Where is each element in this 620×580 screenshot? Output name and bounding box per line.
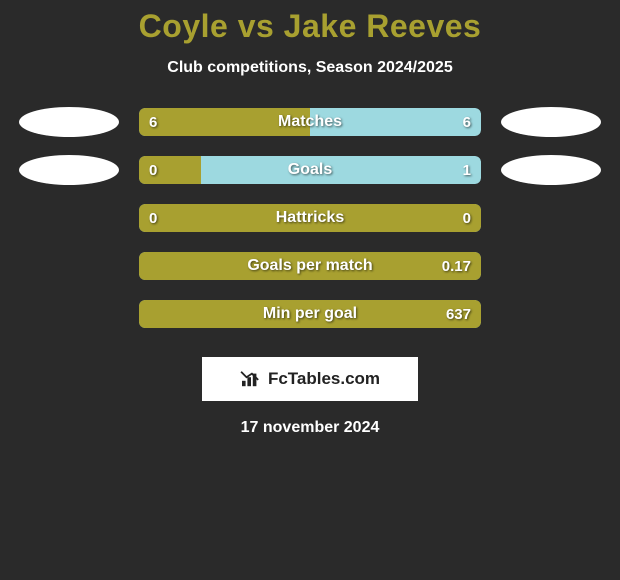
stat-row: Min per goal637: [3, 299, 617, 329]
footer-attribution[interactable]: FcTables.com: [202, 357, 418, 401]
player-marker-right: [501, 107, 601, 137]
spacer: [509, 251, 609, 281]
stat-label: Hattricks: [139, 204, 481, 232]
stat-value-right: 637: [446, 300, 471, 328]
footer-text: FcTables.com: [268, 369, 380, 389]
stat-label: Matches: [139, 108, 481, 136]
stat-row: Matches6 6: [3, 107, 617, 137]
player-marker-left: [19, 107, 119, 137]
subtitle: Club competitions, Season 2024/2025: [167, 59, 452, 77]
comparison-card: Coyle vs Jake Reeves Club competitions, …: [0, 0, 620, 437]
stat-label: Goals: [139, 156, 481, 184]
stat-value-right: 6: [463, 108, 471, 136]
page-title: Coyle vs Jake Reeves: [139, 8, 482, 45]
stat-value-right: 0.17: [442, 252, 471, 280]
stat-value-left: 0: [149, 204, 157, 232]
spacer: [11, 203, 111, 233]
stat-value-left: 0: [149, 156, 157, 184]
stat-row: Hattricks0 0: [3, 203, 617, 233]
date-label: 17 november 2024: [241, 419, 380, 437]
bar-chart-icon: [240, 370, 262, 388]
stat-label: Min per goal: [139, 300, 481, 328]
stat-value-right: 1: [463, 156, 471, 184]
stat-label: Goals per match: [139, 252, 481, 280]
stats-list: Matches66Goals01Hattricks00Goals per mat…: [3, 107, 617, 347]
spacer: [509, 203, 609, 233]
stat-value-left: 6: [149, 108, 157, 136]
player-marker-right: [501, 155, 601, 185]
stat-bar: Goals0 1: [139, 156, 481, 184]
spacer: [11, 251, 111, 281]
stat-bar: Matches6 6: [139, 108, 481, 136]
spacer: [509, 299, 609, 329]
stat-bar: Goals per match0.17: [139, 252, 481, 280]
spacer: [11, 299, 111, 329]
stat-value-right: 0: [463, 204, 471, 232]
stat-bar: Min per goal637: [139, 300, 481, 328]
stat-row: Goals0 1: [3, 155, 617, 185]
stat-row: Goals per match0.17: [3, 251, 617, 281]
stat-bar: Hattricks0 0: [139, 204, 481, 232]
player-marker-left: [19, 155, 119, 185]
